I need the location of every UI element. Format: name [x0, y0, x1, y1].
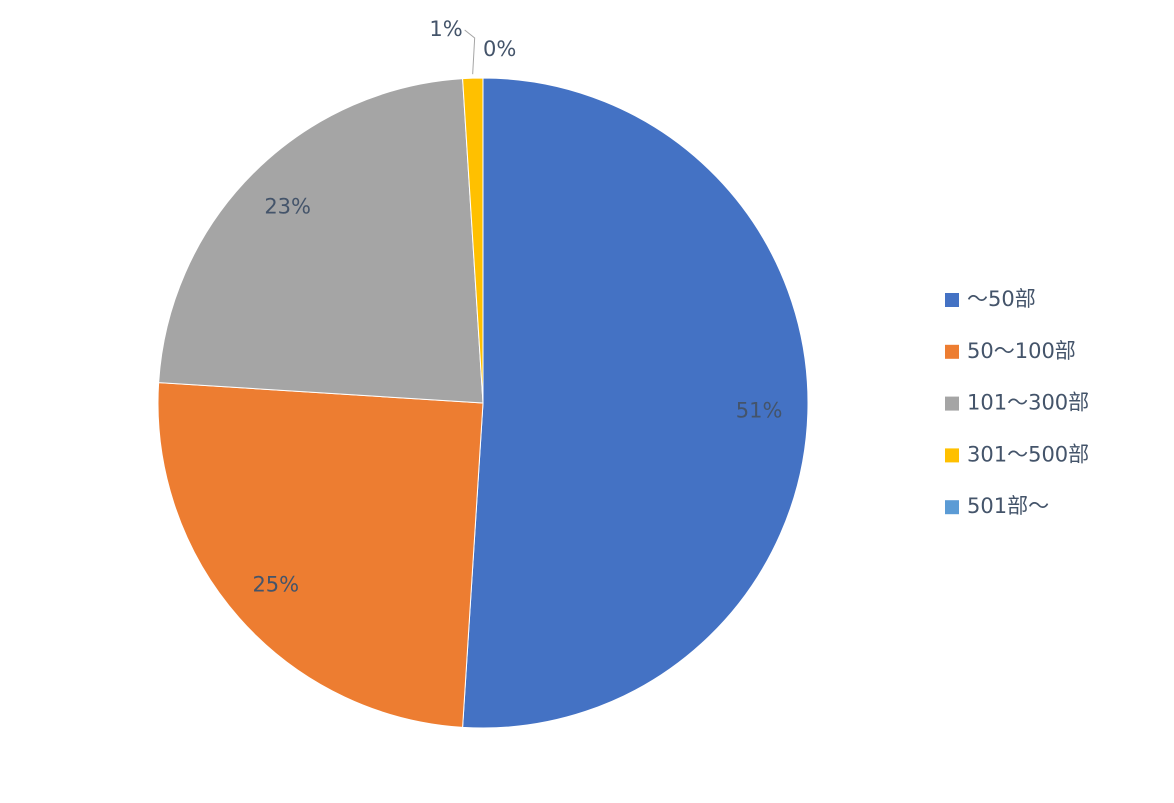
legend-swatch: [945, 344, 959, 359]
pie-slice: [158, 78, 484, 404]
legend-label: 501部～: [967, 494, 1049, 518]
legend-swatch: [945, 448, 959, 463]
data-label: 23%: [264, 195, 311, 219]
pie-slice: [157, 382, 484, 728]
legend-label: 301～500部: [967, 442, 1089, 466]
data-label: 25%: [252, 573, 299, 597]
data-label: 0%: [483, 37, 516, 61]
data-label: 51%: [736, 399, 783, 423]
data-label: 1%: [429, 17, 462, 41]
leader-line: [464, 29, 476, 75]
legend-swatch: [945, 396, 959, 411]
legend-swatch: [945, 293, 959, 307]
legend-label: 101～300部: [967, 391, 1089, 415]
pie-slice: [462, 77, 809, 729]
legend-swatch: [945, 500, 959, 515]
legend-label: ～50部: [967, 287, 1036, 311]
legend-label: 50～100部: [967, 339, 1076, 363]
